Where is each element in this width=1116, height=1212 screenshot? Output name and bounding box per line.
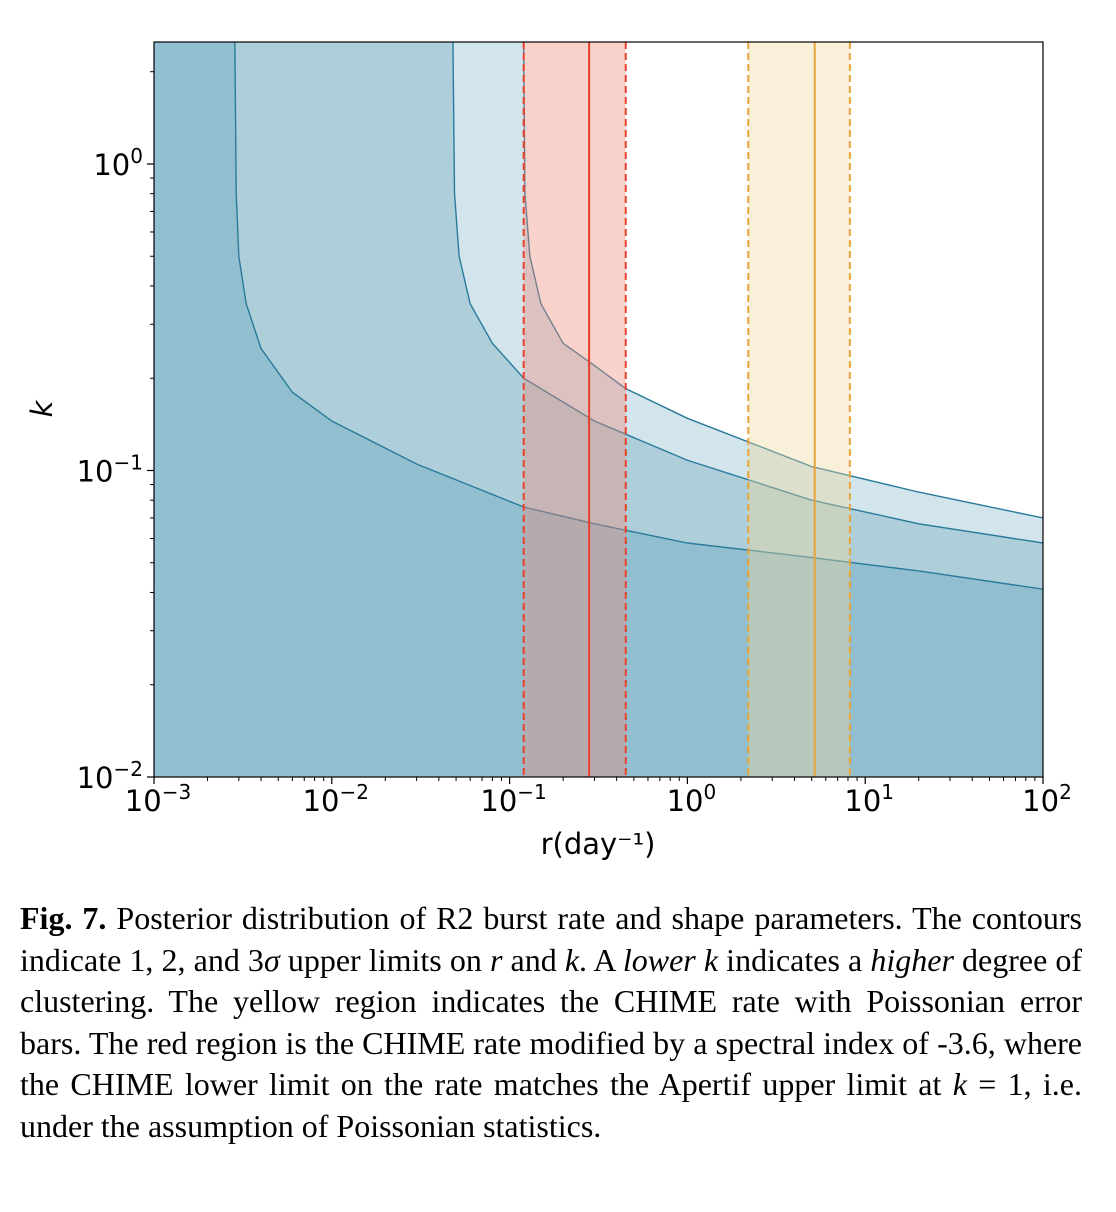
caption-segment: upper limits on: [279, 941, 490, 978]
y-tick-label: 10−2: [77, 757, 143, 795]
x-tick-label: 10−2: [303, 780, 369, 818]
contour-fill-1σ: [154, 42, 1043, 777]
caption-segment: r: [489, 941, 503, 978]
contour-line-3σ: [522, 42, 1043, 519]
caption-segment: higher: [870, 941, 954, 978]
caption-segment: σ: [263, 941, 280, 978]
caption-segment: and: [502, 941, 565, 978]
x-tick-label: 101: [844, 780, 894, 818]
caption-segment: indicates a: [718, 941, 871, 978]
y-axis-label: k: [25, 399, 59, 417]
x-tick-label: 100: [667, 780, 717, 818]
plot-frame: [153, 41, 1044, 778]
y-tick-label: 100: [93, 144, 143, 182]
caption-segment: = 1, i.e. under the assumption of Poisso…: [20, 1066, 1083, 1144]
band-fill-1: [748, 42, 850, 777]
x-tick-label: 10−1: [480, 780, 546, 818]
y-tick-label: 10−1: [77, 450, 143, 488]
figure-caption: Fig. 7. Posterior distribution of R2 bur…: [20, 898, 1082, 1147]
caption-segment: k: [952, 1066, 967, 1102]
axes-frame: [153, 41, 1044, 778]
x-tick-label: 102: [1022, 780, 1072, 818]
caption-segment: Posterior distribution of R2 burst rate …: [20, 900, 1083, 978]
caption-segment: lower k: [622, 941, 719, 978]
figure-panel: 10−3 10−2 10−1 100 101 102 10−2 10−1 100 r(day⁻¹…: [25, 41, 1072, 861]
caption-segment: . A: [579, 941, 623, 978]
plot-area: [154, 42, 1043, 777]
caption-label: Fig. 7.: [20, 900, 107, 936]
caption-segment: k: [564, 941, 580, 978]
caption-segment: degree of clustering. The yellow region …: [20, 941, 1083, 1103]
caption-body: Posterior distribution of R2 burst rate …: [20, 900, 1082, 1144]
contour-line-1σ: [234, 42, 1043, 590]
band-fill-0: [523, 42, 626, 777]
x-tick-label: 10−3: [125, 780, 191, 818]
x-axis-label: r(day⁻¹): [541, 827, 656, 861]
